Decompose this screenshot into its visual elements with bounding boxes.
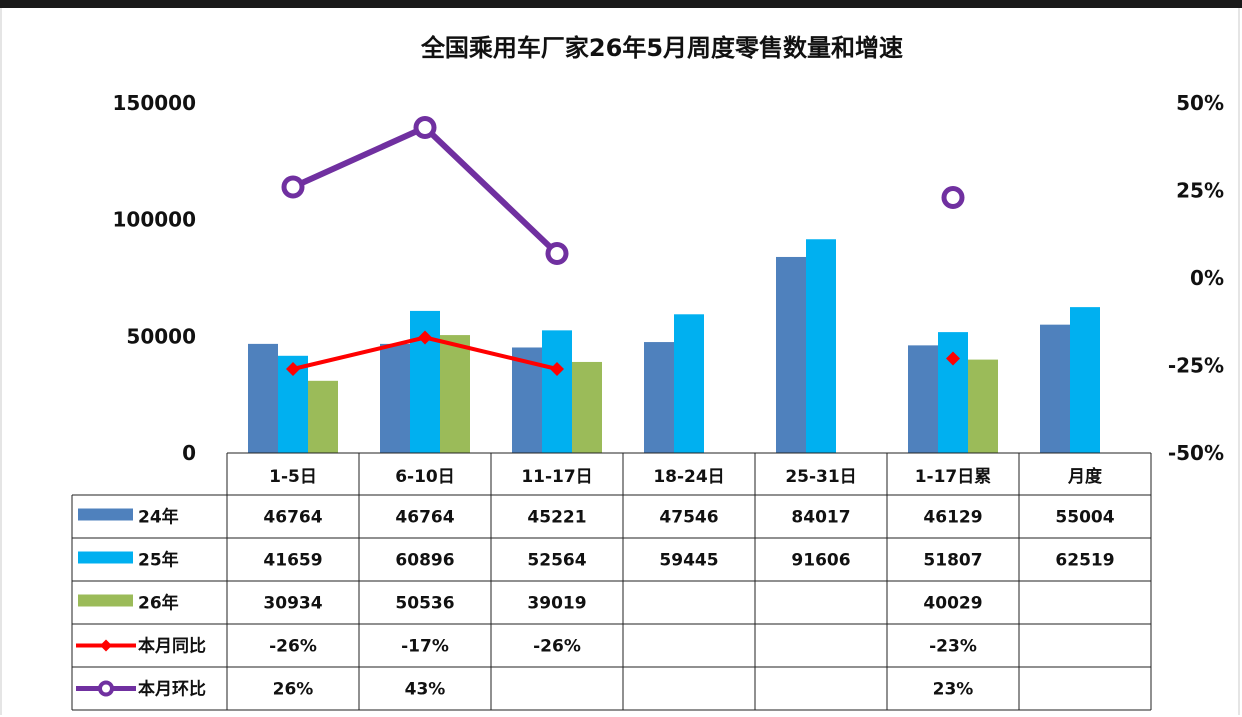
data-label: 45221 — [527, 508, 586, 528]
legend-key-marker — [98, 680, 114, 697]
line-point — [286, 362, 300, 376]
data-label: 46129 — [923, 508, 982, 528]
line-point — [545, 242, 569, 265]
series-name: 25年 — [138, 550, 179, 571]
chart-title: 全国乘用车厂家26年5月周度零售数量和增速 — [420, 34, 903, 62]
bar — [440, 335, 470, 453]
data-label: -26% — [533, 637, 581, 657]
line-marks — [281, 116, 965, 376]
right-tick-label: -50% — [1168, 441, 1224, 465]
data-label: 39019 — [527, 594, 586, 614]
data-label: 41659 — [263, 551, 322, 571]
bar — [908, 345, 938, 453]
category-label: 6-10日 — [395, 467, 455, 487]
data-label: 62519 — [1055, 551, 1114, 571]
legend-key-marker — [100, 639, 112, 652]
data-label: 46764 — [395, 508, 454, 528]
category-label: 25-31日 — [785, 467, 856, 487]
legend-key — [78, 551, 133, 564]
left-tick-label: 150000 — [113, 91, 197, 115]
bar — [308, 380, 338, 453]
data-label: 30934 — [263, 594, 322, 614]
right-axis-ticks: 50% 25% 0% -25% -50% — [1168, 91, 1224, 465]
left-tick-label: 100000 — [113, 208, 197, 232]
line-point — [418, 330, 432, 345]
data-label: 60896 — [395, 551, 454, 571]
left-tick-label: 0 — [182, 441, 196, 465]
legend-key — [78, 594, 133, 607]
bar — [1040, 324, 1070, 453]
data-label: 55004 — [1055, 508, 1114, 528]
category-label: 月度 — [1067, 466, 1103, 487]
series-name: 26年 — [138, 593, 179, 614]
legend-key — [78, 508, 133, 521]
left-tick-label: 50000 — [126, 324, 196, 348]
series-line — [291, 124, 560, 256]
data-label: -26% — [269, 637, 317, 657]
data-label: 40029 — [923, 594, 982, 614]
data-label: 46764 — [263, 508, 322, 528]
data-label: -23% — [929, 637, 977, 657]
bar — [968, 359, 998, 453]
category-label: 18-24日 — [653, 467, 724, 487]
chart-frame — [0, 8, 1240, 715]
bar — [1070, 307, 1100, 453]
window-top-bar — [0, 0, 1242, 8]
line-point — [281, 175, 305, 199]
bar — [938, 332, 968, 453]
data-label: 51807 — [923, 551, 982, 571]
right-tick-label: -25% — [1168, 354, 1224, 378]
category-label: 1-17日累 — [915, 467, 992, 487]
line-point — [941, 186, 965, 209]
data-label: 91606 — [791, 551, 850, 571]
data-label: 52564 — [527, 551, 586, 571]
category-label: 11-17日 — [521, 467, 592, 487]
right-tick-label: 50% — [1176, 91, 1224, 115]
data-table: 1-5日 6-10日 11-17日 18-24日 25-31日 1-17日累 月度 24年 46… — [71, 452, 1152, 711]
data-label: 59445 — [659, 551, 718, 571]
data-label: 50536 — [395, 594, 454, 614]
data-label: 84017 — [791, 508, 850, 528]
bar — [248, 343, 278, 453]
data-label: -17% — [401, 637, 449, 657]
bar — [542, 330, 572, 453]
right-tick-label: 25% — [1176, 179, 1224, 203]
data-label: 23% — [933, 680, 974, 700]
bar — [644, 342, 674, 453]
bar — [572, 361, 602, 453]
bar — [380, 343, 410, 453]
data-label: 26% — [273, 680, 314, 700]
line-point — [413, 116, 437, 139]
series-name: 本月同比 — [138, 636, 206, 657]
right-tick-label: 0% — [1190, 266, 1224, 290]
data-label: 43% — [405, 680, 446, 700]
line-point — [946, 351, 960, 366]
data-label: 47546 — [659, 508, 718, 528]
bar — [806, 239, 836, 453]
series-name: 本月环比 — [138, 679, 206, 700]
category-label: 1-5日 — [269, 467, 317, 487]
series-name: 24年 — [138, 507, 179, 528]
line-point — [550, 362, 564, 376]
left-axis-ticks: 150000 100000 50000 0 — [113, 91, 197, 465]
bar — [674, 314, 704, 453]
bar-marks — [248, 239, 1100, 453]
bar — [776, 256, 806, 453]
